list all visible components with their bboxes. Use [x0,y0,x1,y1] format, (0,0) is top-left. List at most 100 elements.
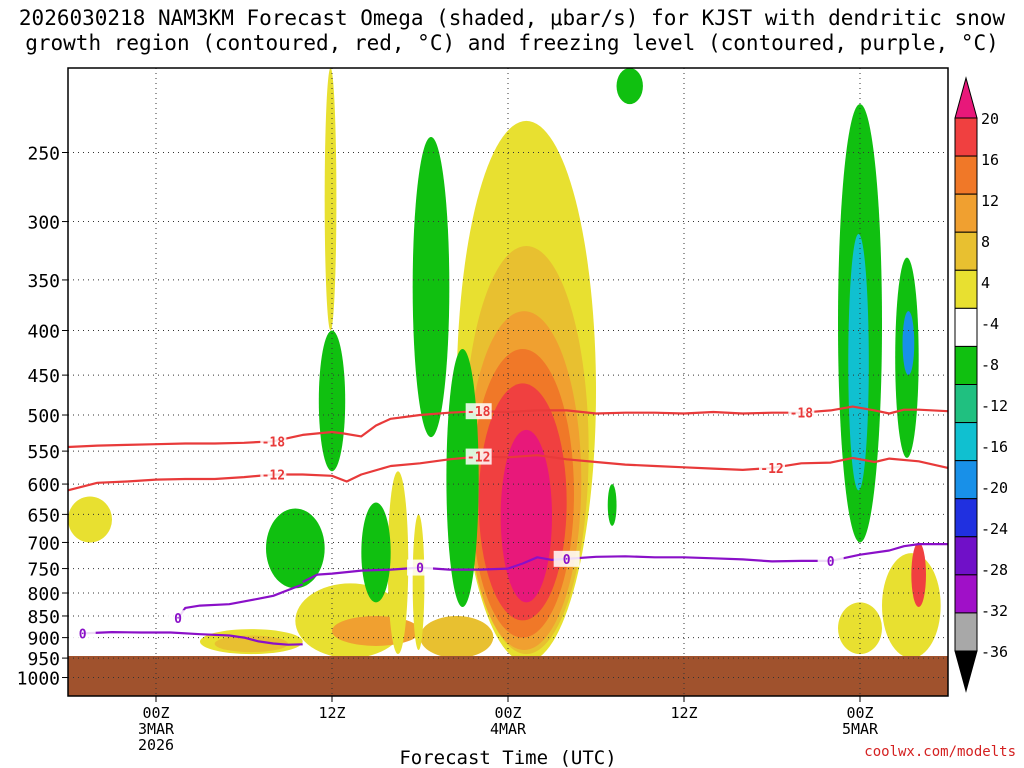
colorbar-arrow-bottom [954,650,978,693]
omega-region-21 [318,330,346,472]
colorbar-segment-3 [954,193,978,233]
freezing-contour-label-0-1: 0 [563,553,571,568]
omega-region-28 [848,233,869,491]
dgz-contour-label-bg-0-1 [465,403,492,420]
y-tick-label-950: 950 [27,649,60,670]
colorbar-label-9: -20 [981,479,1008,497]
x-tick-label-4-0: 00Z [846,704,873,722]
omega-region-30 [902,311,915,376]
colorbar-segment-7 [954,345,978,385]
freezing-contour-label-0-0: 0 [416,562,424,577]
colorbar-label-8: -16 [981,438,1008,456]
omega-region-11 [500,429,552,603]
omega-region-26 [616,68,643,105]
y-tick-label-750: 750 [27,560,60,581]
colorbar-arrow-top [954,76,978,119]
dgz-contour-label-1-2: -12 [760,462,783,477]
y-tick-label-300: 300 [27,213,60,234]
colorbar-segment-8 [954,384,978,424]
freezing-contour-label-bg-1-0 [69,625,96,642]
colorbar-segment-4 [954,231,978,271]
dgz-contour-label-bg-1-1 [465,448,492,465]
x-tick-label-0-1: 3MAR [138,720,175,738]
colorbar-label-1: 16 [981,151,999,169]
colorbar-segment-12 [954,536,978,576]
colorbar-segment-13 [954,574,978,614]
colorbar-segment-11 [954,498,978,538]
freezing-contour-label-bg-2-0 [165,610,191,627]
y-tick-label-600: 600 [27,475,60,496]
x-tick-label-2-1: 4MAR [490,720,527,738]
dgz-contour-label-0-0: -18 [262,435,286,450]
y-tick-label-500: 500 [27,406,60,427]
dgz-contour-label-bg-1-0 [260,466,287,483]
dgz-contour-label-0-1: -18 [467,405,491,420]
freezing-contour-line-1 [82,630,303,646]
title-line-2: growth region (contoured, red, °C) and f… [25,31,999,55]
freezing-contour-line-2 [177,583,304,619]
dgz-contour-label-bg-1-2 [759,459,785,476]
y-tick-label-400: 400 [27,322,60,343]
freezing-contour-label-bg-0-0 [407,559,433,576]
y-tick-label-800: 800 [27,584,60,605]
freezing-contour-label-2-0: 0 [174,612,182,627]
freezing-contour-label-bg-0-2 [817,552,844,569]
colorbar-label-3: 8 [981,233,990,251]
x-tick-label-3-0: 12Z [670,704,697,722]
y-tick-label-350: 350 [27,271,60,292]
y-tick-label-700: 700 [27,533,60,554]
dgz-contour-label-1-1: -12 [467,451,490,466]
freezing-contour-line-0 [302,542,948,583]
freezing-contour-label-bg-0-1 [553,550,580,567]
freezing-contour-label-1-0: 0 [79,627,87,642]
colorbar-label-13: -36 [981,643,1008,661]
freezing-contour-label-0-2: 0 [827,555,835,570]
dgz-contour-line-1 [67,454,949,492]
terrain-surface [68,656,948,696]
colorbar-label-2: 12 [981,192,999,210]
omega-region-5 [68,496,112,543]
y-tick-label-1000: 1000 [17,669,60,690]
colorbar-label-4: 4 [981,274,990,292]
colorbar-label-12: -32 [981,602,1008,620]
y-tick-label-450: 450 [27,366,60,387]
omega-region-13 [412,514,425,651]
omega-region-1 [332,615,420,646]
colorbar: 20 16 12 8 4 -4 -8 -12 -16 -20 -24 -28 -32 -36 [954,76,1008,693]
colorbar-label-0: 20 [981,110,999,128]
y-tick-label-550: 550 [27,442,60,463]
x-tick-label-1-0: 12Z [318,704,345,722]
contours: -18 -18 -18 -12 -12 -12 0 0 0 0 0 [67,403,949,646]
x-axis-title: Forecast Time (UTC) [399,747,616,768]
colorbar-segment-10 [954,460,978,500]
omega-region-25 [607,484,617,526]
colorbar-segment-14 [954,612,978,652]
x-tick-label-4-1: 5MAR [842,720,879,738]
colorbar-segment-1 [954,117,978,157]
omega-shading [68,68,941,663]
x-tick-label-0-0: 00Z [142,704,169,722]
colorbar-segment-2 [954,155,978,195]
x-tick-label-0-2: 2026 [138,736,174,754]
credit-link[interactable]: coolwx.com/modelts [864,744,1016,760]
y-tick-label-850: 850 [27,607,60,628]
colorbar-label-7: -12 [981,397,1008,415]
colorbar-label-11: -28 [981,561,1008,579]
colorbar-label-6: -8 [981,356,999,374]
dgz-contour-label-bg-0-2 [788,404,815,421]
y-tick-label-250: 250 [27,144,60,165]
omega-region-18 [412,137,450,438]
colorbar-segment-5 [954,269,978,309]
omega-region-15 [882,553,941,659]
omega-region-24 [361,502,391,603]
omega-region-2 [420,615,494,659]
dgz-contour-label-1-0: -12 [262,468,285,483]
dgz-contour-label-bg-0-0 [260,433,287,450]
dgz-contour-line-0 [67,405,949,449]
omega-region-4 [214,635,288,653]
omega-region-12 [387,471,409,655]
title-line-1: 2026030218 NAM3KM Forecast Omega (shaded… [18,6,1006,30]
y-tick-label-650: 650 [27,505,60,526]
colorbar-segment-9 [954,422,978,462]
